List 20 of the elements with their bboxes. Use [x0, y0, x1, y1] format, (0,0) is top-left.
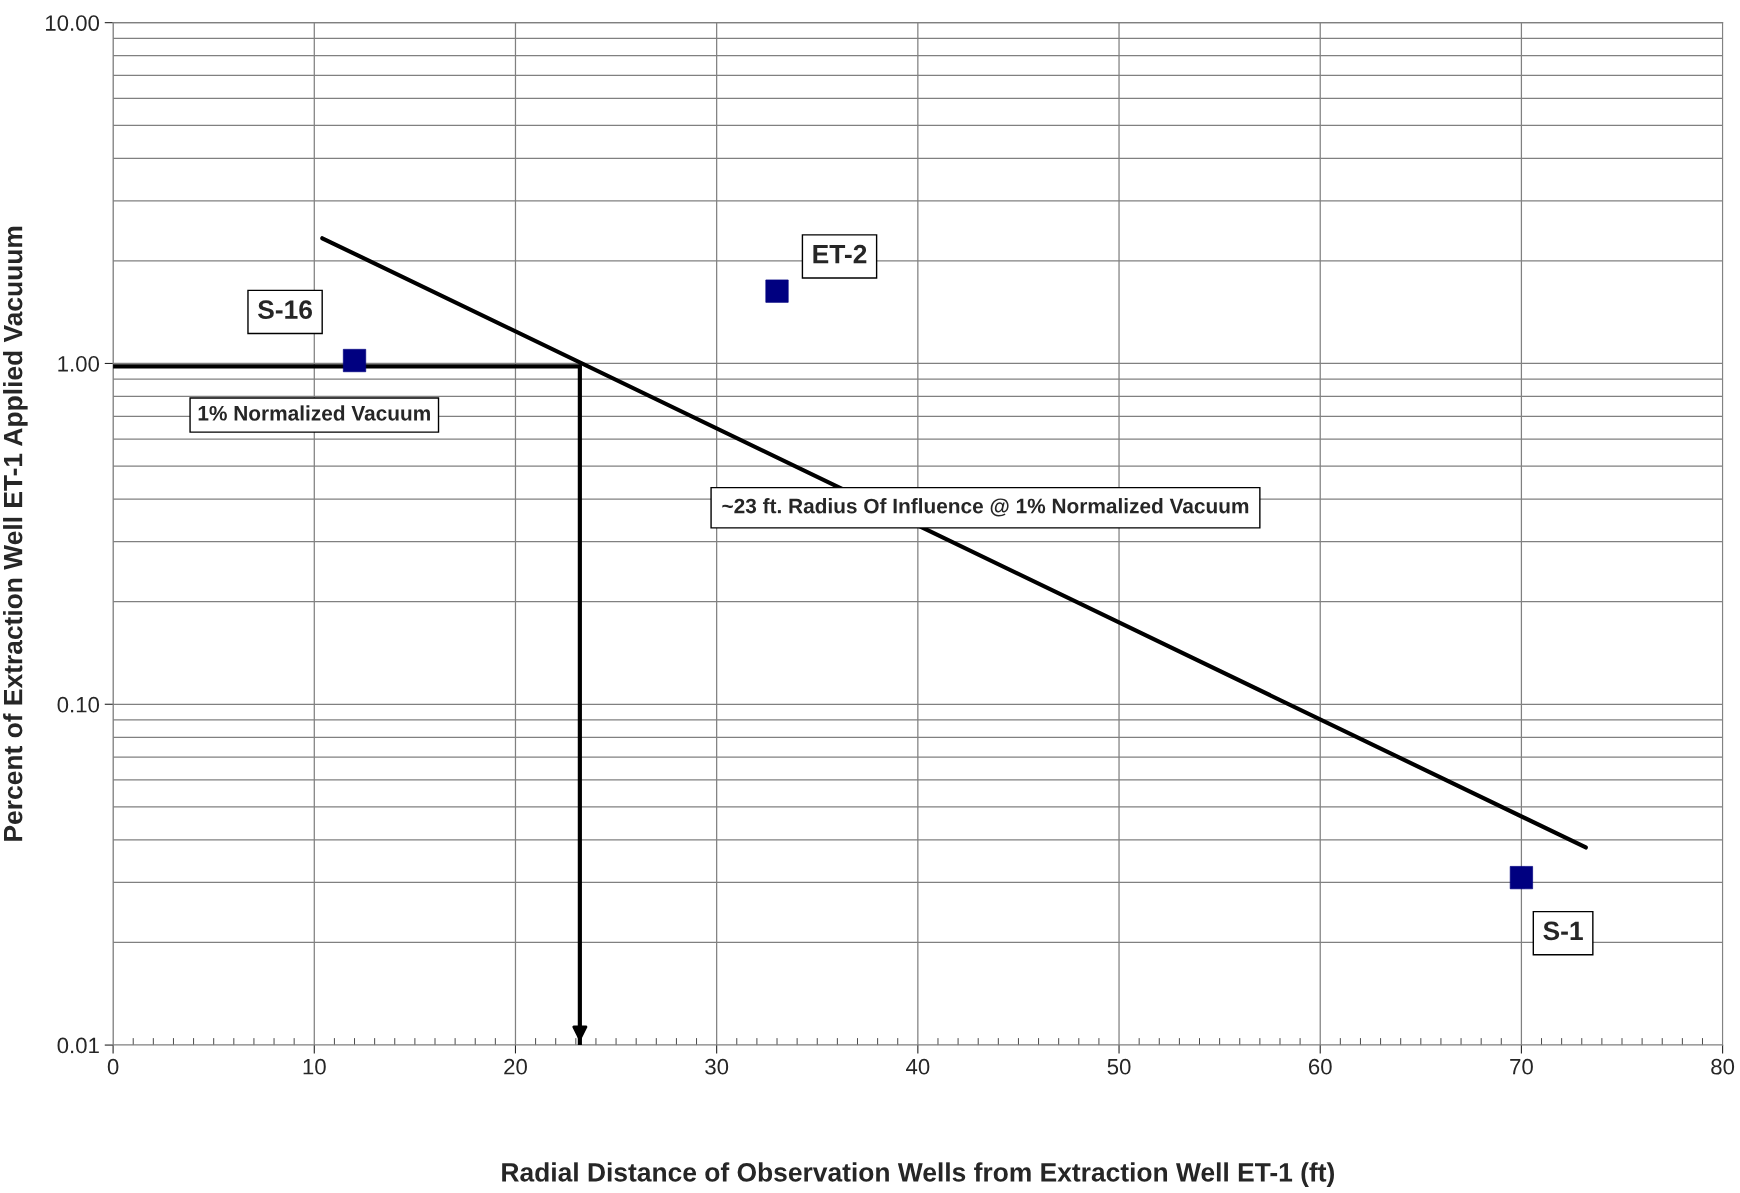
y-axis-title: Percent of Extraction Well ET-1 Applied Vacuuum [3, 226, 28, 841]
annotation: 1% Normalized Vacuum [198, 405, 430, 421]
annotation: S-16 [257, 300, 312, 320]
y-tick-label: 0.10 [57, 696, 100, 713]
annotation: ~23 ft. Radius Of Influence @ 1% Normalized Vacuum [722, 498, 1249, 517]
y-tick-label: 10.00 [46, 15, 100, 31]
x-axis-title: Radial Distance of Observation Wells from Extraction Well ET-1 (ft) [502, 1162, 1334, 1187]
y-tick-label: 1.00 [58, 356, 100, 372]
x-tick-label: 70 [1510, 1058, 1533, 1075]
x-tick-label: 20 [504, 1058, 527, 1075]
x-tick-label: 80 [1711, 1058, 1735, 1075]
x-tick-label: 0 [107, 1058, 119, 1075]
x-tick-label: 10 [303, 1058, 326, 1075]
x-tick-label: 50 [1107, 1058, 1131, 1075]
x-tick-label: 30 [705, 1058, 729, 1075]
x-tick-label: 60 [1309, 1058, 1332, 1075]
y-tick-label: 0.01 [57, 1037, 99, 1054]
annotation: S-1 [1543, 921, 1583, 941]
annotation: ET-2 [813, 244, 867, 264]
x-tick-label: 40 [906, 1058, 930, 1075]
